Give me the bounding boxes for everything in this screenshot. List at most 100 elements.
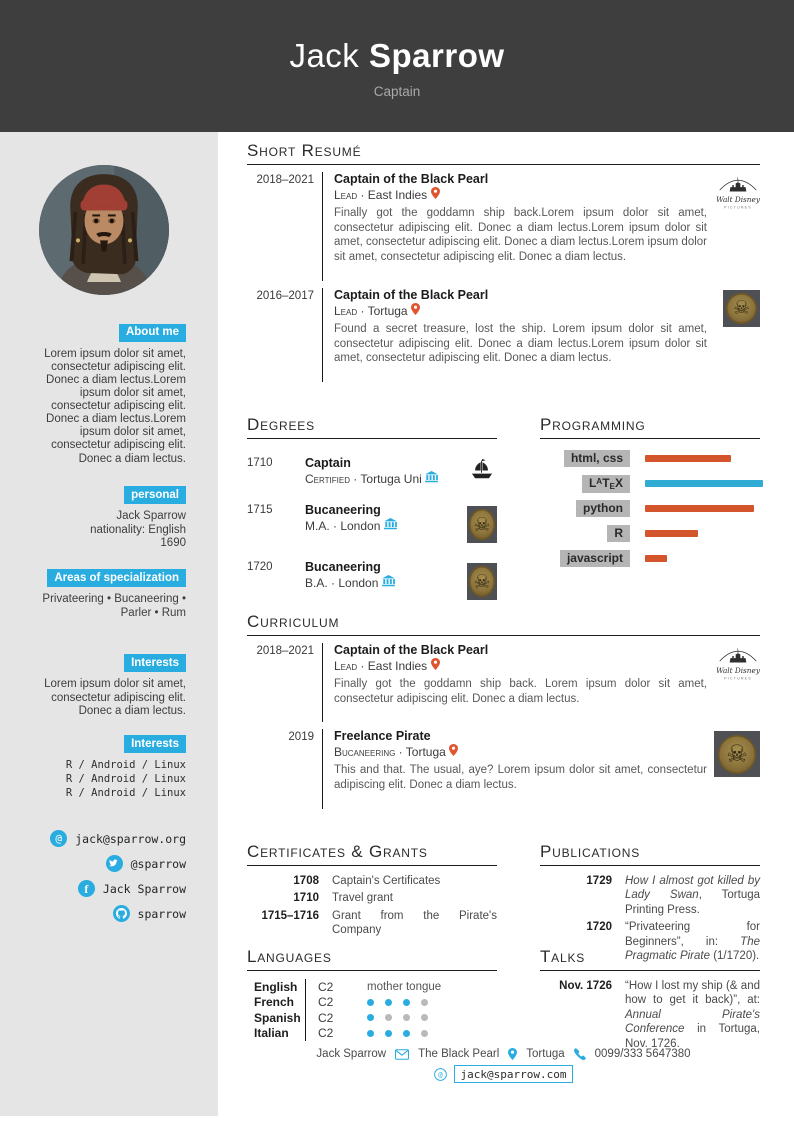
section-title-degrees: Degrees bbox=[247, 415, 497, 440]
institution-icon bbox=[425, 471, 439, 483]
entry-description: This and that. The usual, aye? Lorem ips… bbox=[334, 764, 707, 792]
publication-rows: 1729 How I almost got killed by Lady Swan… bbox=[540, 874, 760, 964]
footer-email[interactable]: jack@sparrow.com bbox=[453, 1065, 574, 1083]
skill-bar bbox=[645, 454, 731, 462]
contact-text: Jack Sparrow bbox=[102, 881, 186, 896]
sidebar-section-about: About me Lorem ipsum dolor sit amet, con… bbox=[18, 322, 186, 466]
interests-tag: Interests bbox=[124, 654, 186, 673]
filled-dot bbox=[403, 1029, 410, 1037]
row-text: Travel grant bbox=[332, 891, 497, 905]
skill-label: R bbox=[607, 524, 630, 542]
personal-line: 1690 bbox=[160, 536, 186, 549]
section-title-short-resume: Short Resumé bbox=[247, 141, 760, 165]
email-link[interactable]: @ jack@sparrow.org bbox=[18, 830, 186, 848]
skill-label: html, css bbox=[563, 449, 630, 467]
entry-body: Captain of the Black Pearl Lead · East In… bbox=[334, 643, 760, 722]
skill-bar bbox=[645, 554, 667, 562]
cv-entry: 2018–2021 Captain of the Black Pearl Lead … bbox=[247, 643, 760, 723]
skill-bar-cell bbox=[645, 454, 760, 462]
empty-dot bbox=[403, 1014, 410, 1022]
filled-dot bbox=[367, 1029, 374, 1037]
disney-logo: Walt Disney PICTURES bbox=[716, 174, 760, 212]
italic-text: Annual Pirate's Conference bbox=[625, 1008, 760, 1036]
language-note: mother tongue bbox=[367, 980, 442, 993]
main-column: Short Resumé 2018–2021 Captain of the Bla… bbox=[247, 141, 763, 1050]
entry-description: Finally got the goddamn ship back. Lorem… bbox=[334, 678, 707, 705]
timeline-rule bbox=[322, 287, 334, 383]
row-year: 1720 bbox=[586, 921, 612, 934]
publication-row: 1720 “Privateering for Beginners”, in: Th… bbox=[540, 920, 760, 963]
sidebar-section-personal: personal Jack Sparrow nationality: Englis… bbox=[18, 485, 186, 550]
row-year: Nov. 1726 bbox=[559, 979, 612, 992]
entry-title: Captain of the Black Pearl bbox=[334, 172, 489, 186]
interests-mono-line: R / Android / Linux bbox=[65, 786, 186, 799]
plain-text: Travel grant bbox=[332, 892, 393, 905]
section-title-curriculum: Curriculum bbox=[247, 612, 760, 637]
row-text: Captain's Certificates bbox=[332, 874, 497, 888]
entry-subtitle: Lead · Tortuga bbox=[334, 302, 760, 318]
profile-photo bbox=[39, 165, 169, 295]
degree-rows: 1710 Captain Certified · Tortuga Uni 1715 B… bbox=[247, 456, 497, 601]
degree-role: B.A. bbox=[305, 576, 328, 591]
footer-location: Tortuga bbox=[526, 1048, 565, 1060]
footer-contact-line: Jack Sparrow The Black Pearl Tortuga 009… bbox=[247, 1048, 760, 1060]
timeline-rule bbox=[322, 172, 334, 281]
plain-text: , Tortuga Printing Press. bbox=[625, 889, 761, 916]
at-icon: @ bbox=[433, 1067, 447, 1081]
entry-title: Captain of the Black Pearl bbox=[334, 287, 489, 302]
last-name: Sparrow bbox=[368, 37, 505, 74]
row-languages-talks: Languages English C2 mother tongue French C2… bbox=[247, 947, 760, 1050]
language-level: C2 bbox=[305, 994, 353, 1010]
certificate-row: 1710 Travel grant bbox=[247, 891, 497, 905]
svg-text:Walt Disney: Walt Disney bbox=[716, 195, 760, 204]
svg-text:Walt Disney: Walt Disney bbox=[716, 666, 760, 675]
entry-logo: ☠ bbox=[723, 289, 760, 327]
skill-row: LATEX bbox=[540, 474, 763, 494]
github-link[interactable]: sparrow bbox=[18, 905, 186, 923]
interests-mono-line: R / Android / Linux bbox=[65, 773, 186, 786]
languages-column: Languages English C2 mother tongue French C2… bbox=[247, 947, 497, 1043]
cv-entry: 2016–2017 Captain of the Black Pearl Lead … bbox=[247, 287, 760, 383]
coin-logo: ☠ bbox=[467, 563, 497, 601]
coin-logo: ☠ bbox=[467, 506, 497, 544]
row-year: 1708 bbox=[293, 874, 319, 887]
header-banner: Jack Sparrow Captain bbox=[0, 0, 794, 132]
language-row: English C2 mother tongue bbox=[247, 978, 497, 995]
envelope-icon bbox=[395, 1048, 410, 1060]
twitter-link[interactable]: @sparrow bbox=[18, 855, 186, 873]
personal-tag: personal bbox=[124, 486, 186, 505]
degree-role: M.A. bbox=[305, 519, 330, 534]
coin-logo: ☠ bbox=[714, 731, 760, 778]
italic-text: How I almost got killed by Lady Swan bbox=[625, 874, 760, 902]
entry-role: Lead bbox=[334, 188, 358, 202]
skill-label-cell: R bbox=[540, 524, 630, 542]
skill-bar bbox=[645, 504, 754, 512]
degree-title: Bucaneering bbox=[305, 560, 381, 575]
plain-text: “How I lost my ship (& and how to get it… bbox=[625, 979, 760, 1007]
sidebar: About me Lorem ipsum dolor sit amet, con… bbox=[0, 132, 218, 1116]
language-name: French bbox=[254, 995, 295, 1010]
filled-dot bbox=[367, 998, 374, 1006]
degree-entry: 1715 Bucaneering M.A. · London ☠ bbox=[247, 503, 497, 544]
facebook-link[interactable]: f Jack Sparrow bbox=[18, 880, 186, 898]
row-year: 1715–1716 bbox=[261, 909, 319, 922]
plain-text: in Tortuga, Nov. 1726. bbox=[625, 1023, 760, 1050]
tagline: Captain bbox=[373, 84, 421, 99]
skill-bar bbox=[645, 529, 698, 537]
skill-label-cell: html, css bbox=[540, 449, 630, 467]
entry-subtitle: Bucaneering · Tortuga bbox=[334, 744, 760, 759]
skill-bar-cell bbox=[645, 504, 760, 512]
footer-ship: The Black Pearl bbox=[418, 1048, 500, 1060]
filled-dot bbox=[367, 1014, 374, 1022]
entry-title: Freelance Pirate bbox=[334, 729, 431, 744]
avatar-illustration bbox=[39, 165, 169, 295]
skill-label: python bbox=[576, 499, 630, 517]
coin-logo: ☠ bbox=[723, 289, 760, 327]
contact-text: jack@sparrow.org bbox=[75, 831, 186, 846]
degree-logo bbox=[467, 456, 497, 481]
empty-dot bbox=[421, 1029, 428, 1037]
entry-subtitle: Lead · East Indies bbox=[334, 658, 760, 673]
specialization-text: Privateering • Bucaneering • Parler • Ru… bbox=[42, 593, 186, 619]
section-title-programming: Programming bbox=[540, 415, 760, 440]
language-name: Spanish bbox=[254, 1010, 301, 1025]
